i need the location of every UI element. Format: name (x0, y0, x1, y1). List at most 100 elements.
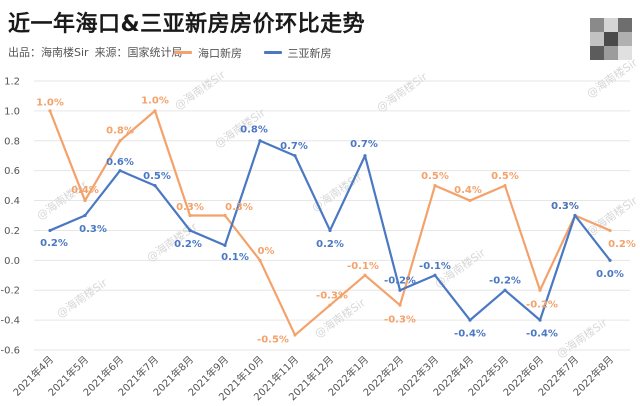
data-label-sanya: 0.1% (221, 252, 249, 263)
data-label-sanya: 0.8% (240, 124, 268, 135)
watermark-layer: @海南楼Sir @海南楼Sir @海南楼Sir @海南楼Sir @海南楼Sir @海南楼S… (34, 55, 640, 360)
y-tick-label: 0.6 (4, 166, 20, 177)
data-label-haikou: -0.3% (384, 315, 416, 326)
data-point-haikou (83, 198, 87, 203)
legend-swatch-haikou (174, 51, 192, 54)
data-label-sanya: 0.7% (280, 141, 308, 152)
x-axis-ticks: 2021年4月2021年5月2021年6月2021年7月2021年8月2021年… (10, 353, 616, 403)
watermark-text: @海南楼Sir (584, 193, 640, 238)
data-label-sanya: 0.3% (551, 201, 579, 212)
data-point-sanya (48, 228, 52, 233)
legend-label-sanya: 三亚新房 (287, 46, 332, 60)
y-axis-ticks: 1.2 1.0 0.8 0.6 0.4 0.2 0.0 -0.2 -0.4 -0.6 (0, 77, 20, 357)
data-point-haikou (328, 303, 332, 307)
data-point-sanya (328, 228, 332, 233)
data-label-haikou: 0.8% (106, 125, 134, 136)
series-layer (48, 109, 612, 337)
legend-item-sanya: 三亚新房 (263, 45, 332, 61)
data-label-haikou: -0.3% (316, 291, 348, 302)
data-label-haikou: -0.2% (526, 300, 558, 311)
data-label-layer: 1.0% 0.4% 0.8% 1.0% 0.3% 0.3% 0% -0.5% -0.3% -0.1… (36, 95, 636, 345)
data-point-sanya (363, 154, 367, 158)
data-label-sanya: -0.1% (419, 261, 451, 272)
data-label-sanya: -0.4% (454, 329, 486, 340)
data-point-haikou (153, 109, 157, 113)
data-label-haikou: 0.4% (71, 185, 99, 196)
chart-source: 出品：海南楼Sir 来源：国家统计局 (8, 44, 183, 60)
legend-label-haikou: 海口新房 (198, 46, 242, 60)
data-point-haikou (118, 139, 122, 143)
y-tick-label: -0.4 (0, 316, 20, 327)
data-label-haikou: 1.0% (36, 97, 64, 108)
chart-legend: 海口新房 三亚新房 (174, 44, 350, 61)
data-point-sanya (118, 169, 122, 173)
data-label-haikou: -0.5% (257, 335, 289, 346)
watermark-text: @海南楼Sir (584, 55, 640, 100)
data-label-haikou: 0.5% (491, 171, 519, 182)
data-point-haikou (468, 198, 472, 203)
data-point-sanya (188, 228, 192, 233)
watermark-text: @海南楼Sir (172, 67, 228, 112)
legend-swatch-sanya (263, 51, 282, 54)
data-point-haikou (503, 184, 507, 188)
data-label-sanya: 0.6% (106, 157, 134, 168)
data-point-sanya (258, 139, 262, 143)
data-point-haikou (608, 228, 612, 233)
y-tick-label: 1.0 (4, 106, 20, 117)
data-point-sanya (223, 243, 227, 247)
y-tick-label: 0.0 (4, 256, 20, 267)
data-point-sanya (293, 154, 297, 158)
data-label-haikou: 0.3% (176, 202, 204, 213)
watermark-text: @海南楼Sir (374, 69, 430, 114)
data-label-haikou: 0.3% (225, 202, 253, 213)
data-label-sanya: 0.3% (79, 224, 107, 235)
watermark-text: @海南楼Sir (34, 177, 90, 222)
data-label-sanya: 0.7% (350, 139, 378, 150)
data-point-sanya (538, 318, 542, 322)
watermark-text: @海南楼Sir (54, 275, 110, 320)
data-label-sanya: 0.0% (596, 269, 624, 280)
y-tick-label: -0.6 (0, 346, 20, 357)
data-point-haikou (48, 109, 52, 113)
data-label-haikou: 0.2% (608, 239, 636, 250)
data-point-haikou (223, 213, 227, 218)
y-tick-label: -0.2 (0, 286, 20, 297)
data-point-sanya (153, 184, 157, 188)
data-point-sanya (573, 213, 577, 218)
data-label-haikou: 0.4% (454, 185, 482, 196)
source-text: 来源：国家统计局 (94, 46, 183, 59)
watermark-text: @海南楼Sir (312, 295, 368, 340)
data-label-haikou: 0% (258, 246, 275, 257)
data-label-haikou: 0.3% (551, 201, 579, 212)
data-point-haikou (293, 333, 297, 337)
data-label-sanya: 0.2% (174, 239, 202, 250)
data-point-haikou (538, 288, 542, 292)
data-label-haikou: 0.5% (421, 171, 449, 182)
y-tick-label: 0.8 (4, 136, 20, 147)
data-point-haikou (258, 258, 262, 262)
chart-title: 近一年海口&三亚新房房价环比走势 (8, 12, 366, 37)
legend-item-haikou: 海口新房 (174, 45, 242, 61)
data-point-sanya (503, 288, 507, 292)
qr-mosaic-image (590, 18, 632, 60)
y-tick-label: 1.2 (4, 77, 20, 88)
data-label-sanya: -0.2% (384, 276, 416, 287)
y-tick-label: 0.4 (4, 196, 20, 207)
data-point-haikou (433, 184, 437, 188)
producer-text: 出品：海南楼Sir (8, 46, 89, 59)
grid-lines (34, 80, 630, 351)
data-label-haikou: 1.0% (141, 95, 169, 106)
data-point-sanya (608, 258, 612, 262)
data-label-sanya: -0.4% (526, 329, 558, 340)
y-tick-label: 0.2 (4, 226, 20, 237)
data-label-sanya: 0.2% (316, 239, 344, 250)
data-point-sanya (83, 213, 87, 218)
data-label-haikou: -0.1% (347, 261, 379, 272)
data-label-sanya: 0.2% (40, 238, 68, 249)
data-point-haikou (363, 273, 367, 277)
data-point-haikou (188, 213, 192, 218)
data-point-sanya (468, 318, 472, 322)
data-point-sanya (433, 273, 437, 277)
